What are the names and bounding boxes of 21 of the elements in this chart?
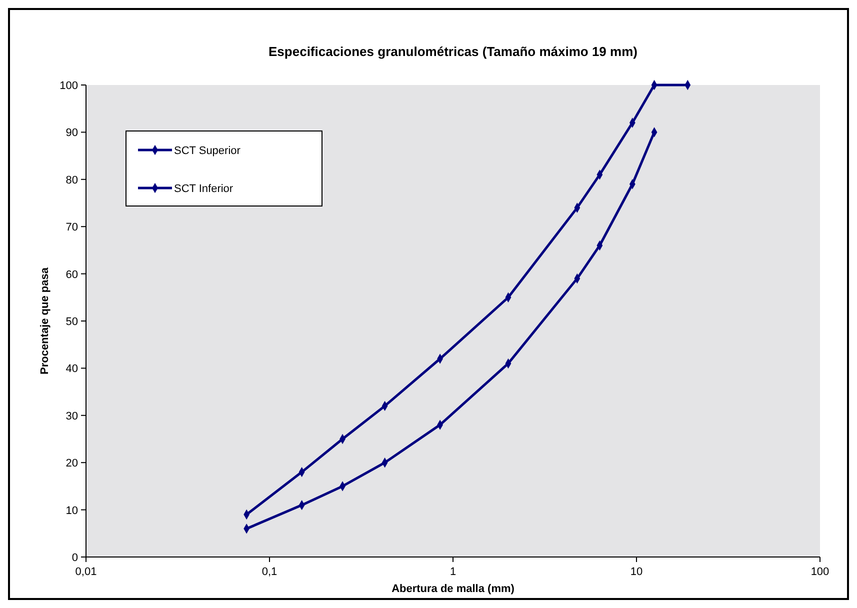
y-axis-title: Procentaje que pasa bbox=[39, 266, 51, 374]
x-tick-label: 0,1 bbox=[262, 566, 278, 578]
y-tick-label: 10 bbox=[66, 504, 78, 517]
y-tick-label: 70 bbox=[66, 222, 78, 234]
y-tick-label: 30 bbox=[66, 410, 78, 422]
y-tick-label: 90 bbox=[66, 127, 78, 140]
x-axis-title: Abertura de malla (mm) bbox=[392, 583, 515, 595]
x-tick-label: 100 bbox=[810, 566, 830, 578]
y-tick-label: 80 bbox=[66, 174, 78, 186]
y-tick-label: 40 bbox=[66, 363, 78, 376]
x-tick-label: 0,01 bbox=[75, 566, 97, 578]
y-tick-label: 20 bbox=[66, 458, 78, 470]
y-tick-label: 50 bbox=[66, 316, 78, 328]
y-tick-label: 60 bbox=[66, 268, 78, 281]
x-tick-label: 10 bbox=[630, 566, 643, 578]
chart-title: Especificaciones granulométricas (Tamaño máximo 19 mm) bbox=[268, 44, 638, 59]
legend-label: SCT Inferior bbox=[174, 183, 234, 195]
y-tick-label: 100 bbox=[60, 80, 78, 92]
x-tick-label: 1 bbox=[450, 566, 456, 578]
y-tick-label: 0 bbox=[72, 552, 78, 564]
legend-label: SCT Superior bbox=[174, 145, 241, 157]
